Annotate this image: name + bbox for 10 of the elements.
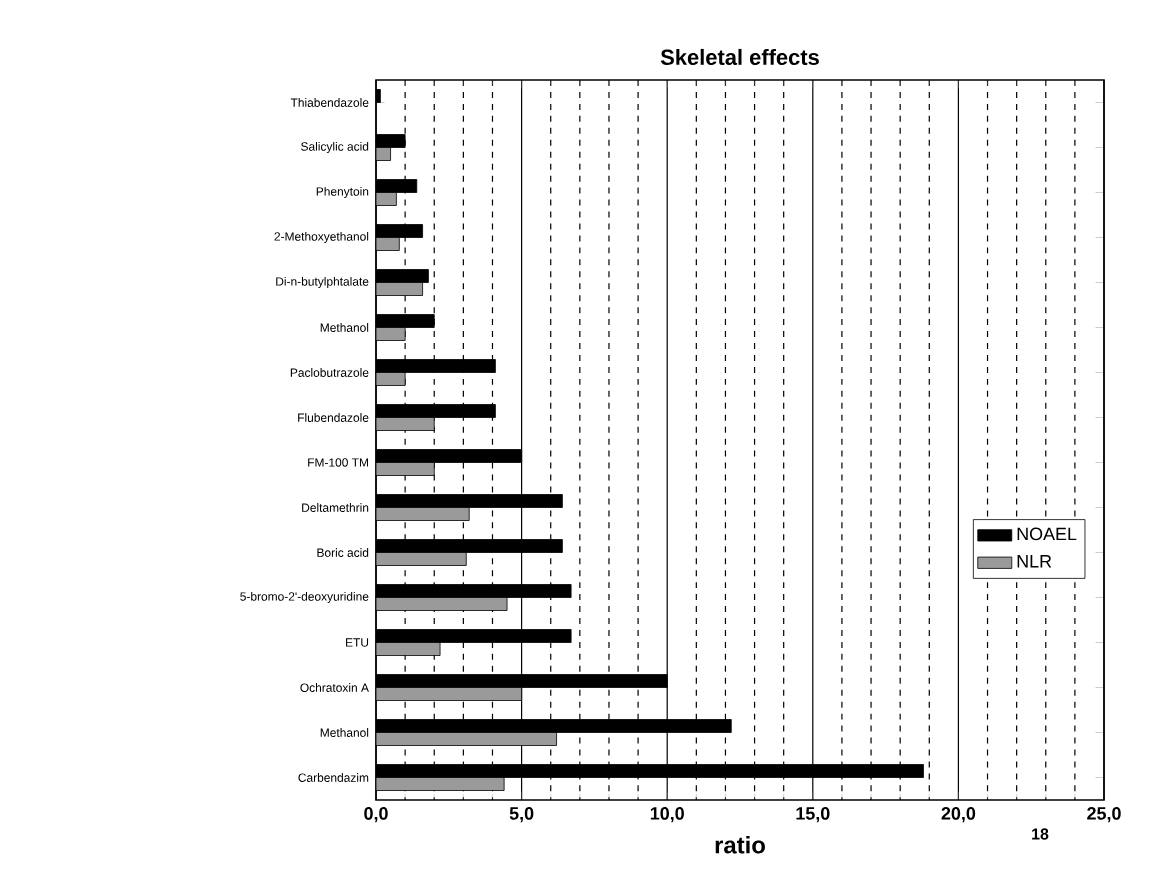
chart-title: Skeletal effects bbox=[660, 48, 819, 66]
x-tick-label: 5,0 bbox=[509, 807, 534, 823]
legend-label: NOAEL bbox=[1017, 527, 1077, 541]
x-axis-title: ratio bbox=[715, 836, 765, 854]
x-tick-label: 10,0 bbox=[650, 807, 684, 823]
x-tick-label: 0,0 bbox=[364, 807, 388, 823]
x-tick-label: 25,0 bbox=[1087, 807, 1121, 823]
x-tick-label: 20,0 bbox=[941, 807, 976, 823]
x-tick-label: 15,0 bbox=[796, 807, 830, 823]
legend-label: NLR bbox=[1017, 555, 1052, 568]
